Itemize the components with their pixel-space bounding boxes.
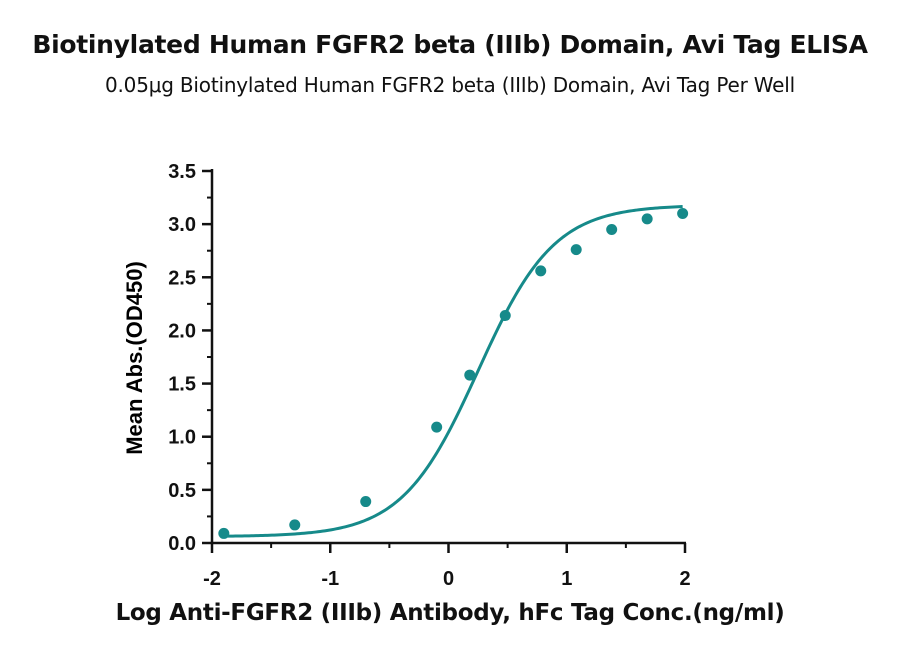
y-tick-label: 3.5 [168, 161, 196, 183]
data-point [360, 496, 372, 508]
data-point [606, 223, 618, 235]
y-tick-label: 0.0 [168, 533, 196, 555]
chart-subtitle: 0.05μg Biotinylated Human FGFR2 beta (II… [105, 73, 795, 97]
x-tick-label: 1 [561, 568, 572, 590]
y-tick-label: 1.5 [168, 374, 196, 396]
data-point [535, 265, 547, 277]
data-points [218, 208, 689, 539]
data-point [499, 310, 511, 322]
data-point [570, 244, 582, 256]
data-point [677, 208, 689, 220]
axes: 0.0 0.5 1.0 1.5 2.0 2.5 3.0 3.5 -2 -1 0 1 2 [168, 161, 690, 590]
data-point [289, 519, 301, 531]
data-point [218, 527, 230, 539]
y-tick-label: 3.0 [168, 214, 196, 236]
x-tick-label: -2 [203, 568, 221, 590]
fit-curve [223, 205, 683, 538]
x-tick-label: 2 [679, 568, 690, 590]
y-tick-label: 2.0 [168, 320, 196, 342]
chart-title: Biotinylated Human FGFR2 beta (IIIb) Dom… [32, 30, 868, 59]
x-axis-label: Log Anti-FGFR2 (IIIb) Antibody, hFc Tag … [115, 600, 785, 626]
y-axis-label: Mean Abs.(OD450) [122, 261, 147, 455]
data-point [464, 369, 476, 381]
data-point [641, 213, 653, 225]
x-tick-label: -1 [321, 568, 339, 590]
y-tick-label: 1.0 [168, 427, 196, 449]
y-tick-label: 2.5 [168, 267, 196, 289]
y-tick-label: 0.5 [168, 480, 196, 502]
x-tick-label: 0 [443, 568, 454, 590]
data-point [431, 421, 443, 433]
